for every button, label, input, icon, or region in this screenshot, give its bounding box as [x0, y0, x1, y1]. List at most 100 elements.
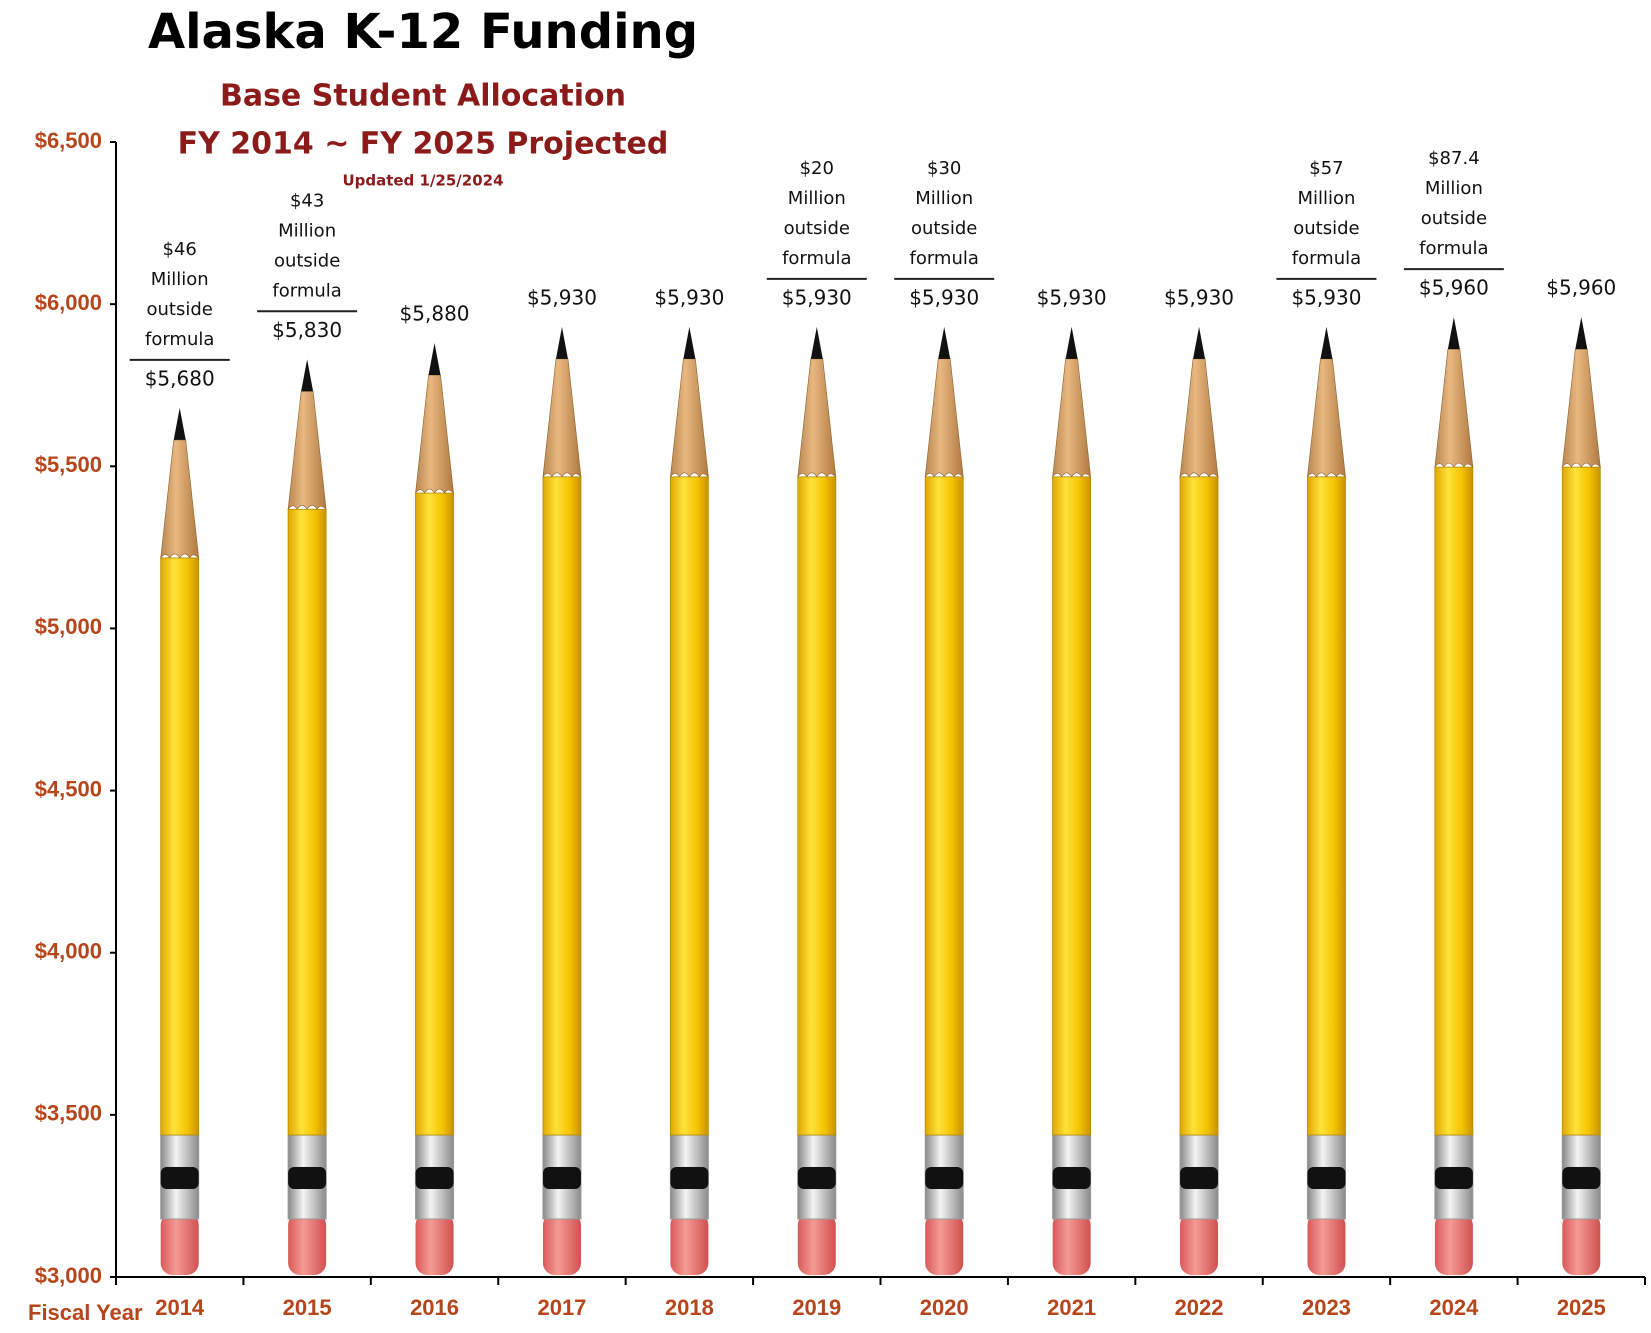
annotation: $57 — [1309, 158, 1343, 179]
ferrule-band — [670, 1167, 708, 1189]
pencil-bar — [925, 327, 963, 1275]
pencil-bar — [543, 327, 581, 1275]
pencil-lead — [174, 408, 186, 440]
annotation: formula — [1292, 248, 1361, 269]
page: Alaska K-12 Funding Base Student Allocat… — [0, 0, 1651, 1333]
y-tick-label: $4,000 — [35, 939, 102, 964]
ferrule-band — [416, 1167, 454, 1189]
eraser — [1562, 1213, 1600, 1275]
annotation: outside — [147, 299, 213, 320]
eraser — [1053, 1213, 1091, 1275]
pencil-wood — [1435, 349, 1473, 467]
chart-subtitle: FY 2014 ~ FY 2025 Projected — [178, 127, 669, 162]
value-label: $5,960 — [1419, 276, 1489, 300]
chart-title: Alaska K-12 Funding — [148, 4, 698, 60]
ferrule-band — [543, 1167, 581, 1189]
pencil-body — [1053, 477, 1091, 1135]
eraser — [1307, 1213, 1345, 1275]
annotation: $43 — [290, 190, 324, 211]
pencil-wood — [543, 359, 581, 477]
annotation: outside — [274, 250, 340, 271]
pencil-body — [1562, 467, 1600, 1135]
annotation: outside — [1293, 218, 1359, 239]
pencil-lead — [1448, 317, 1460, 349]
pencil-bar — [670, 327, 708, 1275]
pencil-lead — [429, 343, 441, 375]
pencil-wood — [1180, 359, 1218, 477]
pencil-lead — [1066, 327, 1078, 359]
pencil-body — [288, 509, 326, 1135]
ferrule-band — [1180, 1167, 1218, 1189]
chart-note: Updated 1/25/2024 — [342, 172, 503, 190]
value-label: $5,830 — [272, 318, 342, 342]
y-tick-label: $5,500 — [35, 452, 102, 477]
x-tick-label: 2017 — [537, 1295, 586, 1320]
x-tick-label: 2015 — [283, 1295, 332, 1320]
pencil-lead — [683, 327, 695, 359]
annotation: $30 — [927, 158, 961, 179]
value-label: $5,880 — [400, 302, 470, 326]
ferrule-band — [1307, 1167, 1345, 1189]
pencil-body — [670, 477, 708, 1135]
chart-subtitle: Base Student Allocation — [220, 79, 626, 114]
y-tick-label: $4,500 — [35, 776, 102, 801]
eraser — [670, 1213, 708, 1275]
pencil-lead — [811, 327, 823, 359]
eraser — [543, 1213, 581, 1275]
pencil-wood — [1307, 359, 1345, 477]
ferrule-band — [925, 1167, 963, 1189]
annotation: formula — [145, 329, 214, 350]
ferrule-band — [1562, 1167, 1600, 1189]
pencil-body — [1435, 467, 1473, 1135]
chart: Alaska K-12 Funding Base Student Allocat… — [0, 0, 1651, 1333]
x-tick-label: 2020 — [920, 1295, 969, 1320]
annotation: Million — [1425, 178, 1483, 199]
annotation: formula — [782, 248, 851, 269]
value-label: $5,960 — [1546, 276, 1616, 300]
y-tick-label: $3,000 — [35, 1263, 102, 1288]
annotation: $87.4 — [1428, 148, 1480, 169]
annotation: outside — [911, 218, 977, 239]
pencil-bar — [161, 408, 199, 1275]
pencil-wood — [670, 359, 708, 477]
x-tick-label: 2023 — [1302, 1295, 1351, 1320]
annotation: formula — [1419, 238, 1488, 259]
annotation: Million — [788, 188, 846, 209]
ferrule-band — [1435, 1167, 1473, 1189]
x-tick-label: 2024 — [1429, 1295, 1479, 1320]
pencil-body — [925, 477, 963, 1135]
x-axis-label: Fiscal Year — [28, 1300, 143, 1325]
pencil-bar — [1180, 327, 1218, 1275]
y-tick-label: $6,000 — [35, 290, 102, 315]
y-tick-label: $6,500 — [35, 128, 102, 153]
eraser — [798, 1213, 836, 1275]
annotation: Million — [278, 220, 336, 241]
pencil-lead — [938, 327, 950, 359]
ferrule-band — [161, 1167, 199, 1189]
value-label: $5,930 — [1037, 285, 1107, 309]
pencil-wood — [925, 359, 963, 477]
eraser — [925, 1213, 963, 1275]
x-tick-label: 2021 — [1047, 1295, 1096, 1320]
x-tick-label: 2018 — [665, 1295, 714, 1320]
annotation: outside — [784, 218, 850, 239]
pencil-bar — [1562, 317, 1600, 1275]
ferrule-band — [1053, 1167, 1091, 1189]
value-label: $5,930 — [1164, 285, 1234, 309]
pencil-bar — [1307, 327, 1345, 1275]
pencil-wood — [288, 391, 326, 509]
annotation: Million — [915, 188, 973, 209]
ferrule-band — [288, 1167, 326, 1189]
annotation: $46 — [163, 239, 197, 260]
ferrule-band — [798, 1167, 836, 1189]
pencil-body — [1307, 477, 1345, 1135]
annotation: outside — [1421, 208, 1487, 229]
value-label: $5,680 — [145, 366, 215, 390]
pencil-lead — [556, 327, 568, 359]
y-tick-label: $5,000 — [35, 614, 102, 639]
pencil-body — [416, 493, 454, 1135]
pencil-lead — [1193, 327, 1205, 359]
eraser — [1180, 1213, 1218, 1275]
pencil-bar — [1435, 317, 1473, 1275]
value-label: $5,930 — [654, 285, 724, 309]
